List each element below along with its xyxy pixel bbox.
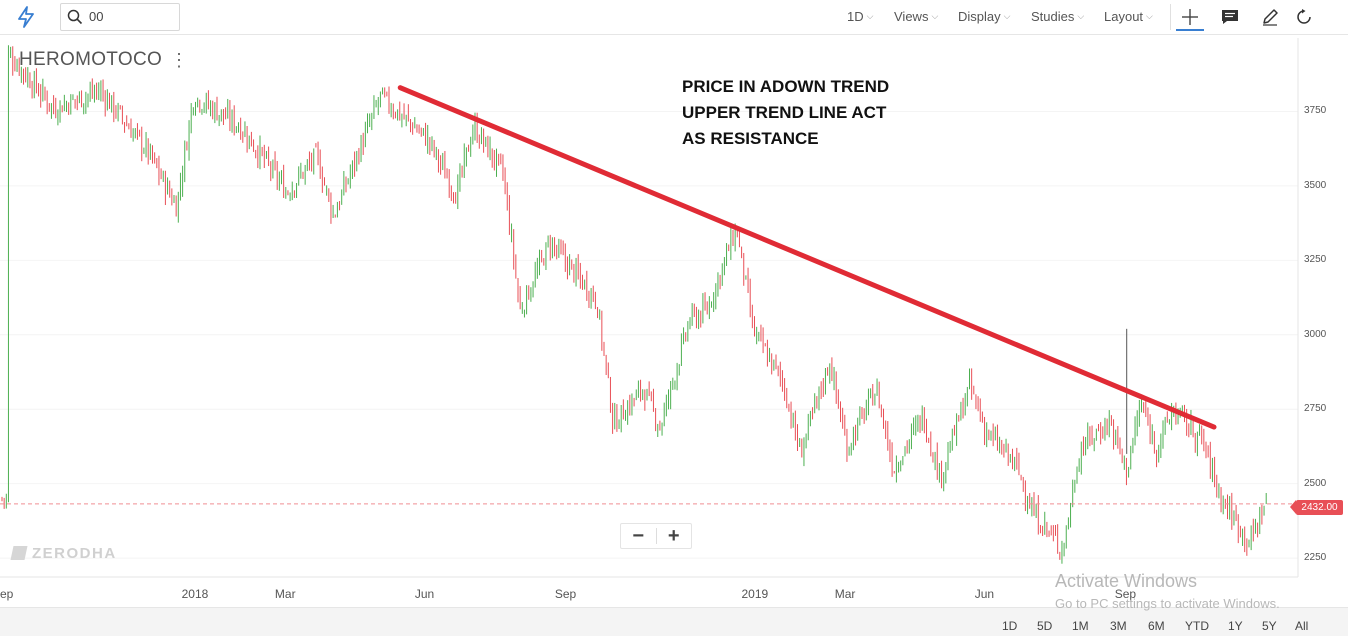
candlestick-series <box>1 45 1267 564</box>
x-tick-label: ep <box>0 587 14 601</box>
interval-label: 1D <box>847 9 864 24</box>
x-tick-label: Mar <box>834 587 856 601</box>
current-price-badge: 2432.00 <box>1290 500 1343 515</box>
studies-label: Studies <box>1031 9 1075 24</box>
more-options-icon[interactable]: ⋮ <box>170 50 188 70</box>
layout-label: Layout <box>1104 9 1144 24</box>
resistance-trendline[interactable] <box>397 85 1217 430</box>
x-tick-label: 2019 <box>741 587 769 601</box>
x-tick-label: Jun <box>974 587 995 601</box>
range-5y-button[interactable]: 5Y <box>1262 619 1277 633</box>
watermark-text: ZERODHA <box>32 545 117 562</box>
annotation-line-3: AS RESISTANCE <box>682 129 819 148</box>
y-tick-label: 2250 <box>1304 552 1327 564</box>
annotation-line-2: UPPER TREND LINE ACT <box>682 103 887 122</box>
windows-activation-overlay: Activate Windows Go to PC settings to ac… <box>1055 571 1280 611</box>
zoom-divider <box>655 528 657 544</box>
crosshair-icon <box>1182 9 1198 25</box>
annotation-line-1: PRICE IN ADOWN TREND <box>682 77 890 96</box>
display-label: Display <box>958 9 1001 24</box>
range-1m-button[interactable]: 1M <box>1072 619 1089 633</box>
zoom-controls: − + <box>620 523 692 549</box>
search-input[interactable] <box>89 7 173 25</box>
chevron-down-icon: ⌵ <box>1003 11 1011 21</box>
y-tick-label: 3500 <box>1304 179 1327 191</box>
chat-button[interactable] <box>1216 5 1244 29</box>
range-all-button[interactable]: All <box>1295 619 1309 633</box>
range-1y-button[interactable]: 1Y <box>1228 619 1243 633</box>
range-3m-button[interactable]: 3M <box>1110 619 1127 633</box>
display-menu[interactable]: Display ⌵ <box>958 0 1010 34</box>
symbol-title[interactable]: HEROMOTOCO <box>19 49 163 70</box>
zerodha-logo-icon <box>10 546 28 560</box>
chevron-down-icon: ⌵ <box>1146 11 1153 21</box>
toolbar-divider <box>1170 4 1171 30</box>
top-toolbar: 1D⌵ Views⌵ Display⌵ Studies⌵ Layout⌵ <box>0 0 1348 35</box>
broker-watermark: ZERODHA <box>10 545 117 562</box>
y-tick-label: 2750 <box>1304 403 1327 415</box>
chevron-down-icon: ⌵ <box>1077 11 1085 21</box>
x-tick-label: Jun <box>414 587 435 601</box>
y-tick-label: 2500 <box>1304 477 1327 489</box>
y-tick-label: 3000 <box>1304 328 1327 340</box>
views-menu[interactable]: Views ⌵ <box>894 0 938 34</box>
x-tick-label: Mar <box>274 587 296 601</box>
range-bar <box>0 607 1348 636</box>
y-tick-label: 3750 <box>1304 105 1327 117</box>
search-icon <box>67 9 83 25</box>
range-ytd-button[interactable]: YTD <box>1185 619 1209 633</box>
refresh-button[interactable] <box>1290 5 1318 29</box>
search-box[interactable] <box>60 3 180 31</box>
chevron-down-icon: ⌵ <box>866 11 874 21</box>
activation-subtitle: Go to PC settings to activate Windows. <box>1055 596 1280 611</box>
crosshair-button[interactable] <box>1176 5 1204 31</box>
refresh-icon <box>1297 9 1311 24</box>
x-tick-label: Sep <box>554 587 577 601</box>
chat-icon <box>1222 10 1238 24</box>
pencil-icon <box>1263 9 1278 26</box>
studies-menu[interactable]: Studies ⌵ <box>1031 0 1084 34</box>
activation-title: Activate Windows <box>1055 571 1198 591</box>
x-tick-label: Sep <box>1114 587 1137 601</box>
x-tick-label: 2018 <box>181 587 209 601</box>
zoom-in-button[interactable]: + <box>667 524 680 547</box>
interval-menu[interactable]: 1D ⌵ <box>847 0 873 34</box>
chart-annotation: PRICE IN ADOWN TREND UPPER TREND LINE AC… <box>682 74 889 152</box>
range-6m-button[interactable]: 6M <box>1148 619 1165 633</box>
zoom-out-button[interactable]: − <box>632 524 645 547</box>
lightning-logo-icon[interactable] <box>16 6 36 28</box>
price-chart[interactable] <box>0 38 1348 607</box>
layout-menu[interactable]: Layout ⌵ <box>1104 0 1153 34</box>
draw-button[interactable] <box>1256 5 1284 29</box>
views-label: Views <box>894 9 929 24</box>
range-5d-button[interactable]: 5D <box>1037 619 1053 633</box>
range-1d-button[interactable]: 1D <box>1002 619 1018 633</box>
chevron-down-icon: ⌵ <box>931 11 939 21</box>
y-tick-label: 3250 <box>1304 254 1327 266</box>
chart-grid <box>0 110 1298 559</box>
